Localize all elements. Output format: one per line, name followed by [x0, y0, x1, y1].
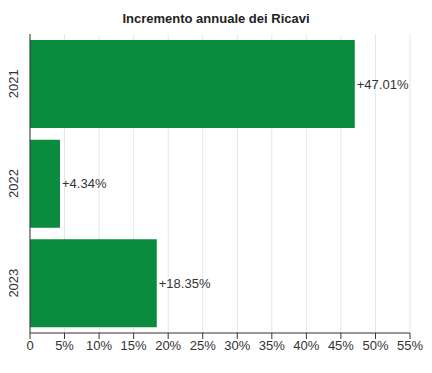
svg-text:45%: 45% [328, 338, 354, 353]
svg-text:10%: 10% [86, 338, 112, 353]
svg-text:50%: 50% [362, 338, 388, 353]
svg-text:55%: 55% [397, 338, 423, 353]
svg-text:0: 0 [26, 338, 33, 353]
html-text:Incremento annuale dei Ricavi: Incremento annuale dei Ricavi [122, 11, 310, 26]
svg-text:25%: 25% [190, 338, 216, 353]
svg-text:+4.34%: +4.34% [62, 176, 107, 191]
svg-text:40%: 40% [293, 338, 319, 353]
svg-text:+18.35%: +18.35% [159, 276, 211, 291]
svg-text:2021: 2021 [8, 69, 21, 98]
svg-text:2022: 2022 [8, 169, 21, 198]
svg-text:20%: 20% [155, 338, 181, 353]
svg-text:5%: 5% [55, 338, 74, 353]
svg-text:+47.01%: +47.01% [357, 77, 409, 92]
svg-text:2023: 2023 [8, 269, 21, 298]
svg-text:15%: 15% [121, 338, 147, 353]
svg-text:35%: 35% [259, 338, 285, 353]
svg-text:30%: 30% [224, 338, 250, 353]
